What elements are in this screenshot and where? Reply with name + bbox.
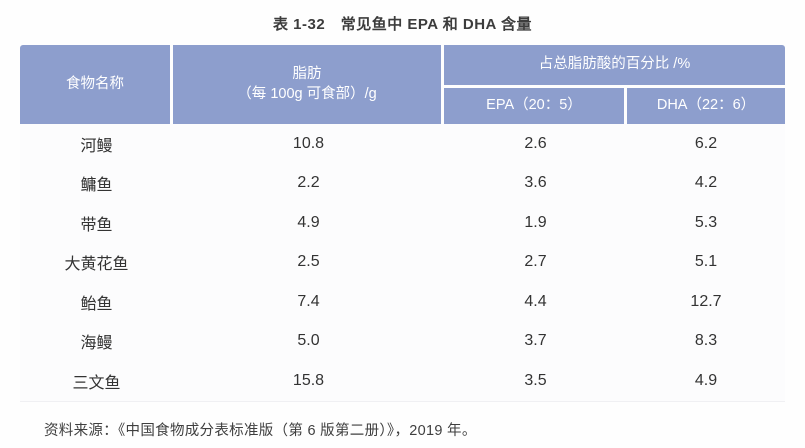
table-row: 三文鱼 15.8 3.5 4.9 xyxy=(20,361,785,401)
cell-dha: 12.7 xyxy=(690,292,722,310)
table-row: 海鳗 5.0 3.7 8.3 xyxy=(20,322,785,362)
cell-epa: 1.9 xyxy=(524,213,547,231)
cell-fat: 4.9 xyxy=(297,213,320,231)
cell-fat: 15.8 xyxy=(292,371,325,389)
table-title: 表 1-32 常见鱼中 EPA 和 DHA 含量 xyxy=(273,16,532,33)
cell-dha: 5.3 xyxy=(694,213,718,231)
source-note: 资料来源：《中国食物成分表标准版（第 6 版第二册）》，2019 年。 xyxy=(44,423,477,439)
cell-fat: 7.4 xyxy=(297,292,320,310)
epa-dha-table: 食物名称 脂肪 （每 100g 可食部）/g 占总脂肪酸的百分比 /% EPA（… xyxy=(20,45,785,402)
header-percent-group: 占总脂肪酸的百分比 /% xyxy=(444,45,785,85)
table-row: 带鱼 4.9 1.9 5.3 xyxy=(20,203,785,243)
table-row: 鳙鱼 2.2 3.6 4.2 xyxy=(20,164,785,204)
cell-epa: 3.5 xyxy=(524,371,547,389)
header-fat-line2: （每 100g 可食部）/g xyxy=(237,85,377,102)
cell-dha: 4.9 xyxy=(694,371,718,389)
cell-food-name: 河鳗 xyxy=(80,137,113,155)
header-dha: DHA（22：6） xyxy=(627,88,785,124)
cell-epa: 2.7 xyxy=(524,253,547,271)
header-fat: 脂肪 （每 100g 可食部）/g xyxy=(173,45,441,124)
cell-fat: 10.8 xyxy=(292,134,325,152)
cell-epa: 3.6 xyxy=(524,174,547,192)
cell-food-name: 鳙鱼 xyxy=(80,177,113,195)
cell-fat: 2.5 xyxy=(297,253,320,271)
cell-food-name: 带鱼 xyxy=(80,216,113,234)
header-food-name: 食物名称 xyxy=(20,45,170,124)
cell-dha: 6.2 xyxy=(694,134,718,152)
cell-epa: 4.4 xyxy=(524,292,547,310)
cell-food-name: 海鳗 xyxy=(80,335,113,353)
table-row: 大黄花鱼 2.5 2.7 5.1 xyxy=(20,243,785,283)
header-fat-line1: 脂肪 xyxy=(292,65,322,82)
cell-dha: 8.3 xyxy=(694,332,718,350)
table-row: 河鳗 10.8 2.6 6.2 xyxy=(20,124,785,164)
table-header: 食物名称 脂肪 （每 100g 可食部）/g 占总脂肪酸的百分比 /% EPA（… xyxy=(20,45,785,124)
table-body: 河鳗 10.8 2.6 6.2 鳙鱼 2.2 3.6 4.2 带鱼 4.9 1.… xyxy=(20,124,785,402)
cell-food-name: 大黄花鱼 xyxy=(64,256,129,274)
cell-epa: 3.7 xyxy=(524,332,547,350)
cell-dha: 4.2 xyxy=(694,174,718,192)
cell-food-name: 鲐鱼 xyxy=(80,295,113,313)
cell-food-name: 三文鱼 xyxy=(72,374,121,392)
header-epa: EPA（20：5） xyxy=(444,88,624,124)
cell-epa: 2.6 xyxy=(524,134,547,152)
cell-dha: 5.1 xyxy=(694,253,718,271)
cell-fat: 2.2 xyxy=(297,174,320,192)
cell-fat: 5.0 xyxy=(297,332,320,350)
table-row: 鲐鱼 7.4 4.4 12.7 xyxy=(20,282,785,322)
